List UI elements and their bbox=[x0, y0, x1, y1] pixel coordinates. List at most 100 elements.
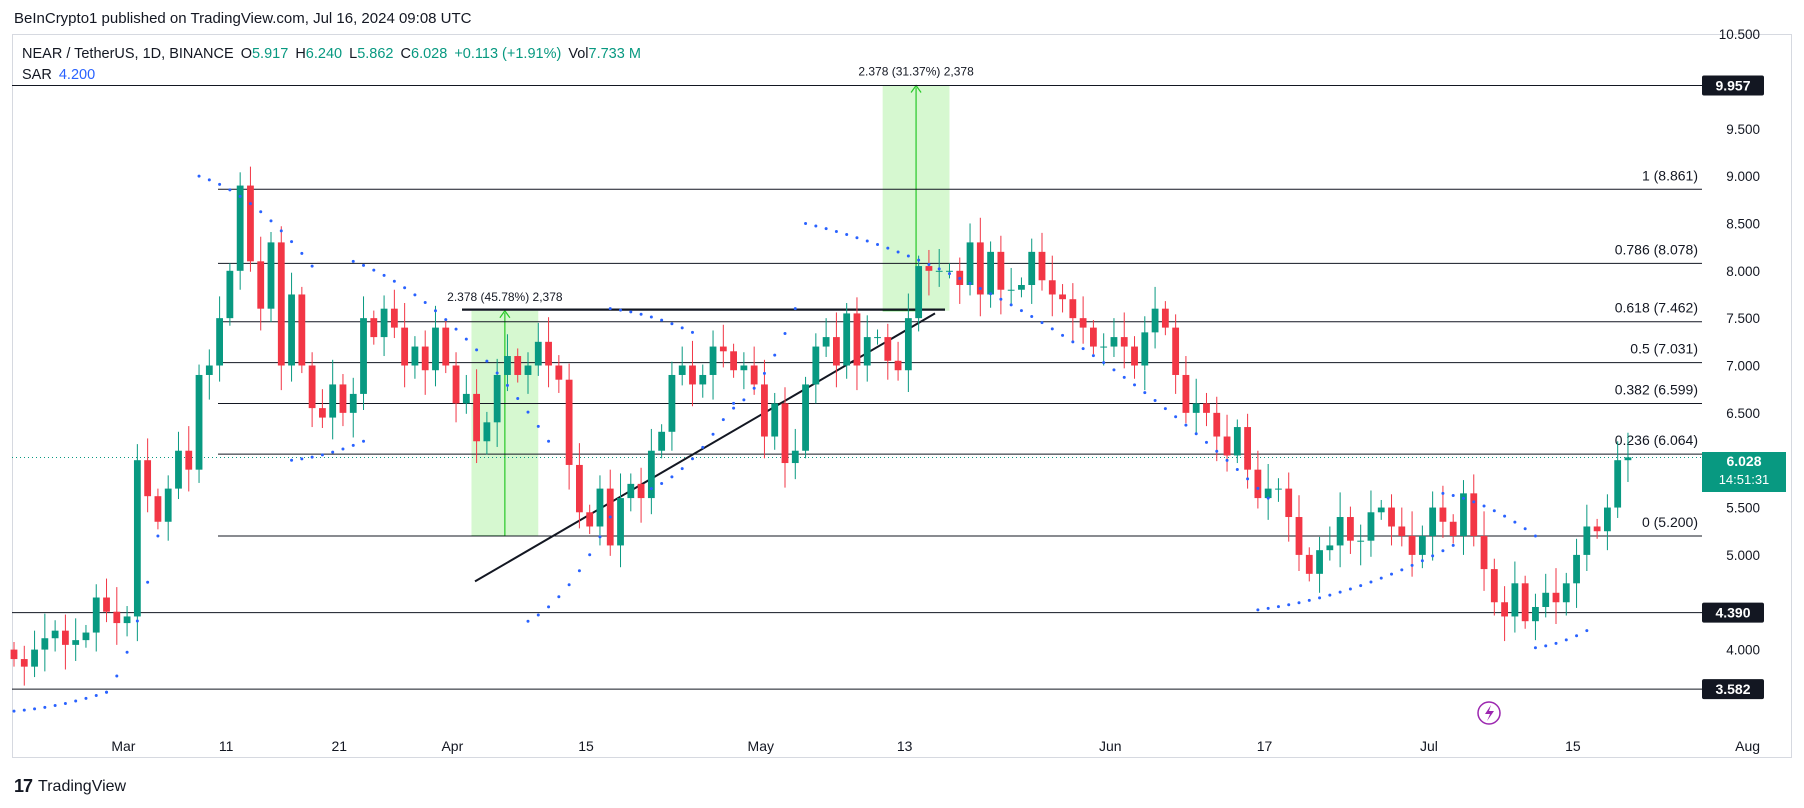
candle-body bbox=[997, 251, 1005, 290]
candle-body bbox=[781, 403, 789, 464]
sar-dot bbox=[588, 553, 592, 557]
candle-body bbox=[267, 242, 275, 309]
sar-dot bbox=[1235, 468, 1239, 472]
sar-dot bbox=[1338, 590, 1342, 594]
candle-body bbox=[1408, 535, 1416, 555]
sar-dot bbox=[12, 709, 16, 713]
sar-dot bbox=[300, 457, 304, 461]
sar-dot bbox=[1050, 327, 1054, 331]
sar-dot bbox=[670, 475, 674, 479]
level-price-tag bbox=[1702, 602, 1764, 623]
candle-body bbox=[308, 365, 316, 409]
x-axis-tick-label: 13 bbox=[897, 738, 913, 754]
low-label: L bbox=[349, 46, 358, 62]
candle-body bbox=[1583, 526, 1591, 555]
sar-dot bbox=[310, 455, 314, 459]
sar-dot bbox=[598, 535, 602, 539]
candle-body bbox=[339, 384, 347, 413]
candle-body bbox=[390, 308, 398, 328]
sar-dot bbox=[351, 443, 355, 447]
sar-dot bbox=[1153, 399, 1157, 403]
fib-level-label: 0.786 (8.078) bbox=[1615, 241, 1698, 257]
sar-dot bbox=[146, 580, 150, 584]
x-axis-tick-label: Jun bbox=[1099, 738, 1122, 754]
candle-body bbox=[966, 242, 974, 286]
candle-body bbox=[1203, 403, 1210, 413]
sar-dot bbox=[505, 383, 509, 387]
sar-dot bbox=[670, 322, 674, 326]
sar-dot bbox=[516, 396, 520, 400]
sar-dot bbox=[1225, 458, 1229, 462]
candle-body bbox=[925, 266, 933, 271]
chart-frame bbox=[12, 34, 1792, 758]
sar-dot bbox=[896, 250, 900, 254]
sar-dot bbox=[1533, 534, 1537, 538]
sar-dot bbox=[1348, 587, 1352, 591]
candle-body bbox=[1028, 251, 1036, 286]
sar-dot bbox=[392, 279, 396, 283]
candle-body bbox=[1182, 374, 1190, 413]
candle-body bbox=[164, 488, 172, 522]
candle-body bbox=[1069, 299, 1077, 319]
candle-body bbox=[1501, 602, 1508, 617]
x-axis-tick-label: 15 bbox=[1565, 738, 1581, 754]
candle-body bbox=[1614, 460, 1622, 508]
candle-body bbox=[452, 365, 460, 404]
sar-dot bbox=[927, 262, 931, 266]
candle-body bbox=[103, 597, 110, 612]
candle-body bbox=[843, 313, 851, 366]
sar-dot bbox=[947, 272, 951, 276]
candle-body bbox=[1295, 517, 1303, 555]
y-axis-tick-label: 6.500 bbox=[1726, 406, 1760, 421]
sar-dot bbox=[660, 482, 664, 486]
sar-dot bbox=[1513, 520, 1517, 524]
sar-dot bbox=[444, 318, 448, 322]
x-axis-tick-label: 11 bbox=[219, 738, 234, 754]
candle-body bbox=[123, 616, 131, 624]
sar-dot bbox=[1461, 496, 1465, 500]
x-axis-tick-label: 21 bbox=[331, 738, 347, 754]
sar-legend-row: SAR 4.200 bbox=[22, 65, 644, 86]
sar-dot bbox=[403, 286, 407, 290]
x-axis-tick-label: Mar bbox=[111, 738, 135, 754]
candle-body bbox=[20, 659, 28, 667]
candle-body bbox=[1542, 592, 1550, 607]
sar-dot bbox=[22, 708, 26, 712]
candle-body bbox=[987, 251, 994, 295]
candle-body bbox=[1388, 507, 1395, 527]
sar-dot bbox=[804, 221, 808, 225]
measurement-label: 2.378 (31.37%) 2,378 bbox=[858, 64, 974, 78]
y-axis-tick-label: 9.500 bbox=[1726, 122, 1760, 137]
change-value: +0.113 (+1.91%) bbox=[454, 46, 562, 62]
sar-dot bbox=[362, 439, 366, 443]
sar-dot bbox=[845, 233, 849, 237]
sar-dot bbox=[865, 239, 869, 243]
chart-legend: NEAR / TetherUS, 1D, BINANCE O5.917 H6.2… bbox=[22, 44, 644, 86]
candle-body bbox=[257, 261, 265, 309]
candle-body bbox=[586, 512, 594, 527]
candle-body bbox=[442, 327, 450, 366]
candle-body bbox=[10, 649, 18, 660]
y-axis-tick-label: 8.500 bbox=[1726, 216, 1760, 231]
sar-dot bbox=[454, 327, 458, 331]
candle-body bbox=[226, 270, 234, 319]
sar-dot bbox=[1019, 309, 1023, 313]
sar-dot bbox=[999, 297, 1003, 301]
sar-dot bbox=[1472, 500, 1476, 504]
level-price-tag-label: 4.390 bbox=[1715, 605, 1750, 621]
sar-dot bbox=[1194, 432, 1198, 436]
volume-value: 7.733 M bbox=[588, 46, 641, 62]
candle-body bbox=[1521, 583, 1529, 622]
close-label: C bbox=[400, 46, 412, 62]
sar-dot bbox=[619, 308, 623, 312]
candle-body bbox=[514, 356, 522, 375]
candle-body bbox=[1439, 507, 1447, 522]
x-axis-tick-label: Apr bbox=[441, 738, 463, 754]
candle-body bbox=[1007, 289, 1015, 291]
sar-dot bbox=[793, 307, 797, 311]
sar-dot bbox=[1133, 383, 1137, 387]
sar-dot bbox=[279, 229, 283, 233]
sar-dot bbox=[1009, 303, 1013, 307]
candle-body bbox=[1141, 332, 1149, 366]
sar-dot bbox=[1328, 593, 1332, 597]
